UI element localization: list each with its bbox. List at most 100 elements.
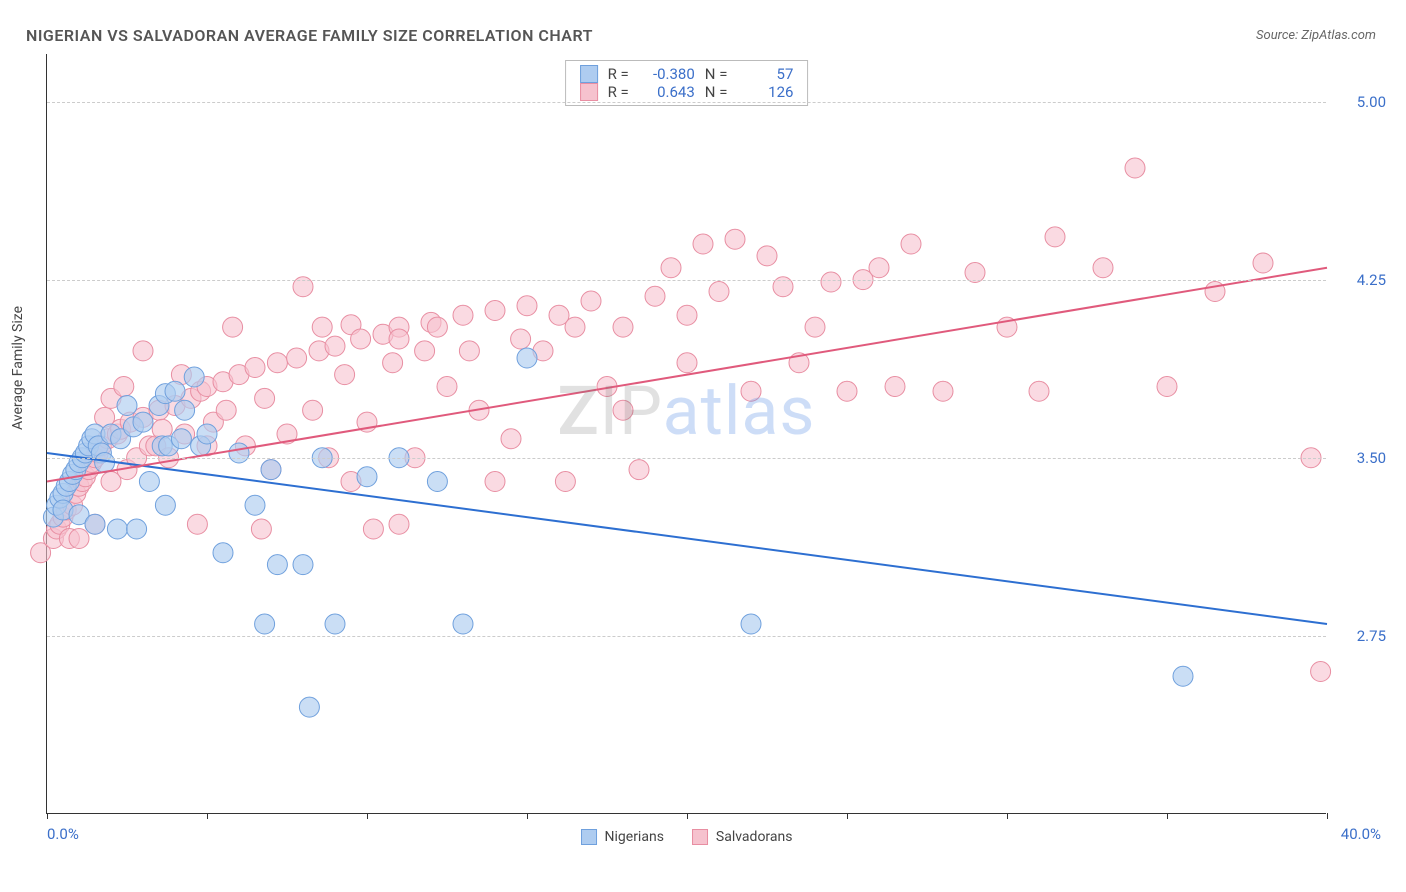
x-tick-mark <box>1327 813 1328 819</box>
data-point <box>312 317 332 337</box>
data-point <box>187 514 207 534</box>
series-legend: Nigerians Salvadorans <box>581 829 793 845</box>
data-point <box>933 381 953 401</box>
x-tick-mark <box>527 813 528 819</box>
data-point <box>261 460 281 480</box>
data-point <box>171 429 191 449</box>
data-point <box>511 329 531 349</box>
data-point <box>69 529 89 549</box>
data-point <box>677 305 697 325</box>
data-point <box>357 467 377 487</box>
data-point <box>415 341 435 361</box>
data-point <box>629 460 649 480</box>
data-point <box>127 519 147 539</box>
data-point <box>1045 227 1065 247</box>
data-point <box>677 353 697 373</box>
scatter-svg <box>47 54 1326 813</box>
x-tick-mark <box>207 813 208 819</box>
data-point <box>741 381 761 401</box>
data-point <box>293 555 313 575</box>
x-tick-mark <box>1167 813 1168 819</box>
data-point <box>139 472 159 492</box>
data-point <box>885 377 905 397</box>
data-point <box>389 329 409 349</box>
y-tick-label: 4.25 <box>1357 271 1386 289</box>
series-legend-nigerians: Nigerians <box>581 829 664 845</box>
legend-n-label: N = <box>705 83 728 101</box>
x-tick-mark <box>847 813 848 819</box>
data-point <box>1173 666 1193 686</box>
data-point <box>197 424 217 444</box>
data-point <box>251 519 271 539</box>
legend-r-label: R = <box>608 65 629 83</box>
data-point <box>821 272 841 292</box>
chart-plot-area: ZIPatlas R = -0.380 N = 57 R = 0.643 N =… <box>46 54 1326 814</box>
data-point <box>267 353 287 373</box>
data-point <box>363 519 383 539</box>
x-tick-mark <box>687 813 688 819</box>
data-point <box>287 348 307 368</box>
data-point <box>555 472 575 492</box>
data-point <box>757 246 777 266</box>
data-point <box>303 400 323 420</box>
data-point <box>1093 258 1113 278</box>
x-axis-min-label: 0.0% <box>47 825 79 843</box>
data-point <box>1253 253 1273 273</box>
legend-n-value-nigerians: 57 <box>737 65 793 83</box>
legend-r-value-nigerians: -0.380 <box>639 65 695 83</box>
series-legend-salvadorans: Salvadorans <box>692 829 793 845</box>
x-tick-mark <box>367 813 368 819</box>
data-point <box>581 291 601 311</box>
data-point <box>709 282 729 302</box>
data-point <box>155 495 175 515</box>
legend-n-label: N = <box>705 65 728 83</box>
x-axis-max-label: 40.0% <box>1341 825 1381 843</box>
data-point <box>437 377 457 397</box>
y-axis-label: Average Family Size <box>10 306 26 430</box>
data-point <box>427 472 447 492</box>
x-tick-mark <box>1007 813 1008 819</box>
data-point <box>1157 377 1177 397</box>
gridline <box>47 636 1326 637</box>
data-point <box>869 258 889 278</box>
series-swatch-salvadorans <box>692 829 708 845</box>
data-point <box>255 388 275 408</box>
data-point <box>389 514 409 534</box>
data-point <box>245 358 265 378</box>
y-tick-label: 3.50 <box>1357 449 1386 467</box>
legend-swatch-nigerians <box>580 65 598 83</box>
legend-r-value-salvadorans: 0.643 <box>639 83 695 101</box>
data-point <box>453 614 473 634</box>
y-tick-label: 2.75 <box>1357 627 1386 645</box>
data-point <box>229 443 249 463</box>
data-point <box>335 365 355 385</box>
series-label-salvadorans: Salvadorans <box>716 829 793 845</box>
data-point <box>165 381 185 401</box>
data-point <box>1311 662 1331 682</box>
data-point <box>453 305 473 325</box>
data-point <box>613 400 633 420</box>
data-point <box>741 614 761 634</box>
legend-r-label: R = <box>608 83 629 101</box>
gridline <box>47 458 1326 459</box>
data-point <box>184 367 204 387</box>
data-point <box>517 348 537 368</box>
data-point <box>485 472 505 492</box>
source-label: Source: ZipAtlas.com <box>1256 28 1376 43</box>
data-point <box>175 400 195 420</box>
correlation-legend: R = -0.380 N = 57 R = 0.643 N = 126 <box>565 60 809 106</box>
gridline <box>47 102 1326 103</box>
data-point <box>133 412 153 432</box>
legend-row-salvadorans: R = 0.643 N = 126 <box>580 83 794 101</box>
data-point <box>107 519 127 539</box>
data-point <box>485 301 505 321</box>
data-point <box>223 317 243 337</box>
legend-n-value-salvadorans: 126 <box>737 83 793 101</box>
trend-line <box>47 453 1327 624</box>
data-point <box>805 317 825 337</box>
y-tick-label: 5.00 <box>1357 93 1386 111</box>
legend-swatch-salvadorans <box>580 83 598 101</box>
series-swatch-nigerians <box>581 829 597 845</box>
data-point <box>325 614 345 634</box>
data-point <box>85 514 105 534</box>
